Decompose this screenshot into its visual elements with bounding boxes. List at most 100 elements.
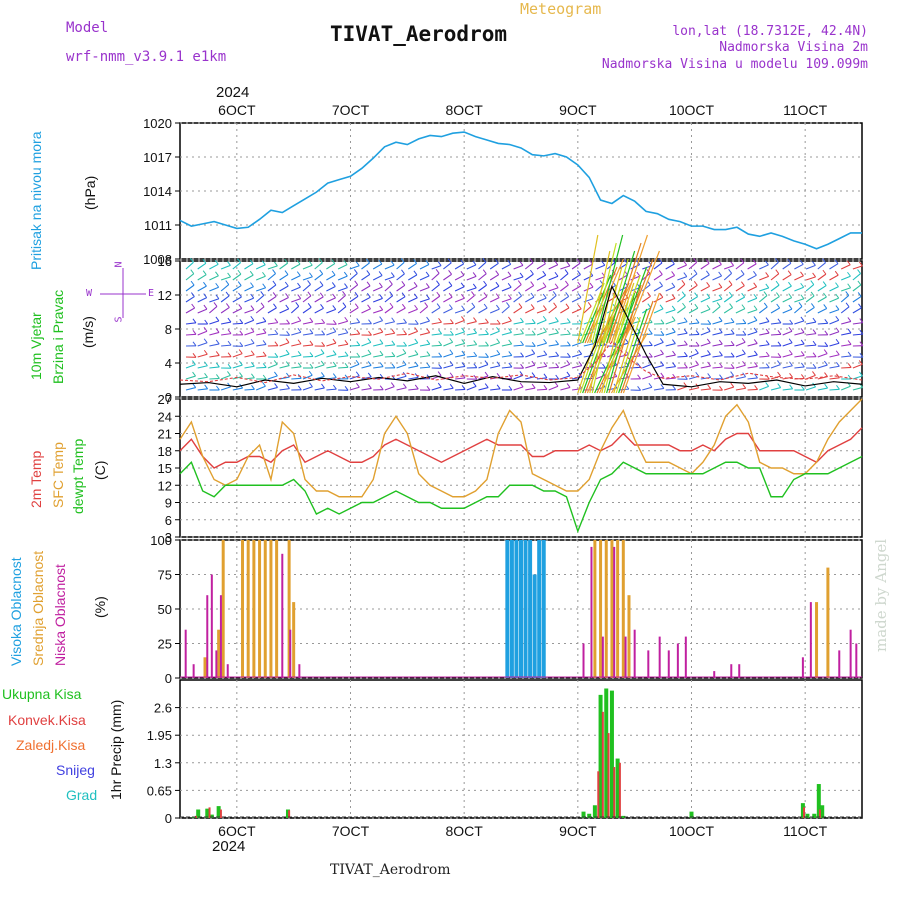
wind-barb: [688, 296, 698, 303]
conv-precip-bar: [601, 711, 604, 818]
wind-barb: [724, 265, 734, 270]
wind-barb: [349, 295, 359, 303]
wind-barb-flag: [227, 363, 232, 369]
wind-barb: [782, 330, 793, 336]
wind-barb: [302, 284, 311, 292]
wind-barb: [384, 332, 395, 336]
wind-barb-flag: [286, 384, 290, 389]
wind-barb-flag: [788, 326, 793, 332]
wind-barb-flag: [553, 302, 557, 308]
wind-barb-flag: [566, 383, 571, 388]
wind-barb-flag: [706, 304, 711, 310]
wind-barb: [221, 333, 232, 336]
wind-barb-flag: [461, 339, 466, 344]
wind-barb: [805, 386, 816, 391]
wind-barb-flag: [543, 327, 547, 333]
wind-barb-flag: [835, 282, 839, 287]
wind-barb: [454, 319, 465, 325]
wind-barb: [209, 306, 218, 314]
wind-barb-flag: [496, 304, 500, 310]
wind-barb-flag: [331, 259, 336, 264]
wind-barb: [806, 344, 817, 347]
wind-barb: [805, 295, 815, 303]
wind-barb: [525, 376, 536, 380]
conv-precip-bar: [803, 807, 806, 818]
total-precip-bar: [285, 809, 290, 818]
wind-barb-flag: [728, 291, 733, 297]
wind-barb-flag: [273, 360, 278, 365]
wind-barb: [349, 344, 360, 347]
total-precip-bar: [581, 811, 586, 818]
wind-barb: [256, 366, 267, 369]
wind-barb: [548, 343, 559, 347]
wind-barb-flag: [285, 293, 289, 298]
wind-barb-flag: [438, 317, 442, 323]
wind-barb: [618, 263, 628, 270]
wind-barb-flag: [321, 383, 325, 389]
wind-barb-flag: [436, 291, 441, 297]
wind-barb: [478, 261, 487, 270]
wind-barb-flag: [343, 271, 348, 277]
wind-barb: [267, 386, 278, 391]
wind-barb-flag: [203, 293, 208, 298]
temp-sfc-line: [179, 398, 863, 498]
wind-barb-flag: [413, 270, 418, 276]
wind-barb-flag: [344, 351, 349, 357]
wind-barb: [782, 262, 792, 270]
wind-barb-flag: [716, 302, 721, 307]
wind-barb-flag: [461, 350, 466, 356]
wind-barb: [840, 275, 851, 281]
wind-barb: [589, 250, 611, 344]
wind-barb: [372, 274, 383, 281]
wind-barb-flag: [296, 271, 301, 276]
wind-barb-flag: [379, 305, 384, 311]
wind-barb-flag: [777, 371, 781, 377]
wind-barb-flag: [239, 372, 243, 377]
wind-barb: [618, 266, 648, 344]
wind-barb: [431, 321, 442, 325]
wind-barb-flag: [706, 282, 711, 287]
wind-barb-flag: [473, 351, 478, 357]
wind-barb: [443, 262, 452, 270]
wind-barb-flag: [648, 352, 653, 358]
wind-barb: [454, 354, 465, 358]
wind-barb-flag: [660, 330, 665, 336]
wind-barb: [688, 307, 699, 314]
x-tick-label-bottom: 8OCT: [445, 823, 483, 839]
wind-barb-flag: [658, 270, 663, 275]
wind-barb-flag: [824, 383, 829, 389]
wind-barb: [384, 264, 395, 270]
total-precip-bar: [587, 813, 592, 818]
wind-barb-flag: [800, 339, 805, 345]
wind-barb-flag: [402, 371, 407, 377]
wind-barb: [408, 308, 418, 314]
wind-barb-flag: [788, 304, 793, 310]
wind-barb: [244, 286, 254, 292]
wind-barb: [244, 331, 255, 336]
low-cloud-bar: [215, 650, 218, 678]
x-tick-label-bottom: 7OCT: [332, 823, 370, 839]
wind-barb: [724, 375, 734, 380]
wind-barb: [290, 305, 300, 314]
wind-barb: [244, 297, 254, 303]
wind-barb-flag: [847, 351, 852, 357]
wind-barb: [302, 295, 312, 303]
wind-barb-flag: [472, 260, 477, 266]
wind-barb-flag: [542, 305, 547, 310]
wind-barb: [525, 364, 536, 369]
wind-barb-flag: [496, 372, 501, 378]
wind-barb-flag: [391, 352, 396, 357]
wind-barb-flag: [425, 260, 430, 265]
wind-barb: [373, 354, 384, 358]
wind-barb: [794, 286, 804, 292]
wind-barb-flag: [753, 293, 758, 299]
wind-barb-flag: [542, 270, 547, 276]
wind-barb: [841, 332, 852, 336]
wind-barb-flag: [321, 318, 326, 324]
wind-barb-flag: [449, 372, 454, 378]
wind-barb-flag: [204, 319, 209, 325]
wind-barb-flag: [413, 282, 418, 287]
wind-barb: [209, 377, 220, 380]
wind-barb: [244, 342, 255, 347]
wind-barb: [601, 266, 623, 344]
